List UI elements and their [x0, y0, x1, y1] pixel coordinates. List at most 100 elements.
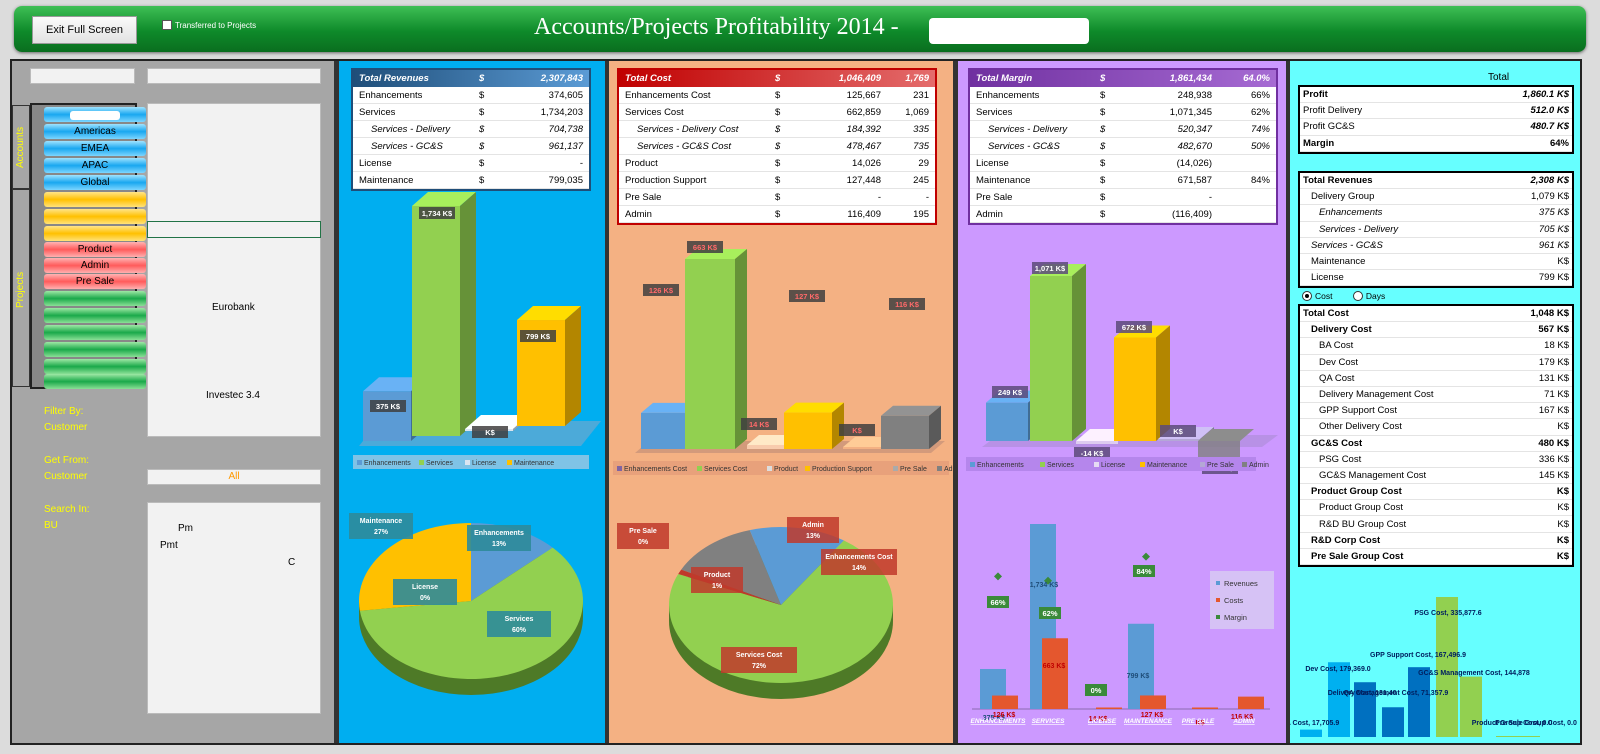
slicer-item-project-3[interactable] — [44, 226, 146, 241]
slicer-item-pre-sale[interactable]: Pre Sale — [44, 274, 146, 289]
slicer-item-project-6[interactable] — [44, 325, 146, 340]
svg-text:-14 K$: -14 K$ — [1081, 449, 1104, 458]
margin-panel: Total Margin $ 1,861,434 64.0% Enhanceme… — [958, 61, 1286, 743]
row-currency: $ — [775, 123, 781, 135]
bu-item-3[interactable]: C — [288, 557, 296, 568]
summary-total-header: Total — [1488, 72, 1510, 83]
revenue-cost-margin-chart: 66% 62% 0% 84% 375 K$ 1,734 K$ 799 K$ 126 K$ 663… — [971, 524, 1274, 727]
svg-text:14%: 14% — [852, 565, 867, 572]
svg-text:MAINTENANCE: MAINTENANCE — [1124, 718, 1173, 725]
costs-row: GC&S Management Cost 145 K$ — [1300, 468, 1572, 485]
cost-breakdown-bar-1 — [1328, 662, 1350, 737]
row-extra: 245 — [913, 174, 929, 186]
summary-label: Product Group Cost — [1319, 502, 1403, 514]
combo-margin-marker-3 — [1142, 552, 1150, 561]
combo-rev-label-1: 1,734 K$ — [1030, 582, 1059, 589]
customer-eurobank[interactable]: Eurobank — [212, 302, 255, 313]
svg-text:QA Cost, 131,40: QA Cost, 131,40 — [1343, 690, 1396, 697]
row-label: Pre Sale — [625, 191, 662, 203]
row-currency: $ — [775, 106, 781, 118]
slicer-header-accounts[interactable] — [30, 68, 135, 84]
row-value: 662,859 — [846, 106, 881, 118]
svg-text:72%: 72% — [752, 663, 767, 670]
costs-row: Delivery Cost 567 K$ — [1300, 322, 1572, 339]
customer-selected-cell[interactable] — [147, 221, 321, 238]
radio-cost[interactable]: Cost — [1302, 291, 1332, 301]
bu-item-2[interactable]: Pmt — [160, 540, 178, 551]
combo-category-3: MAINTENANCE — [1124, 718, 1173, 725]
revenue-row: Maintenance $799,035 — [353, 172, 589, 189]
slicer-header-customers[interactable] — [147, 68, 321, 84]
rev-pie-slice-1 — [359, 547, 583, 679]
slicer-item-project-8[interactable] — [44, 359, 146, 374]
checkbox-box[interactable] — [162, 20, 172, 30]
slicer-item-project-5[interactable] — [44, 308, 146, 323]
summary-label: BA Cost — [1319, 340, 1354, 352]
summary-label: Margin — [1303, 137, 1335, 149]
bu-item-1[interactable]: Pm — [178, 523, 193, 534]
filter-by-label: Filter By: — [44, 406, 84, 417]
cost-breakdown-bar-4 — [1408, 667, 1430, 737]
slicer-item-emea[interactable]: EMEA — [44, 141, 146, 156]
row-extra: 50% — [1250, 140, 1270, 152]
transferred-checkbox[interactable]: Transferred to Projects — [162, 20, 256, 30]
rev-pie-label-0: Enhancements 13% — [467, 525, 531, 551]
radio-days-dot[interactable] — [1352, 291, 1363, 301]
slicer-item-product[interactable]: Product — [44, 242, 146, 257]
row-extra: 84% — [1250, 174, 1270, 186]
summary-value: 961 K$ — [1538, 239, 1569, 251]
slicer-item-global[interactable]: Global — [44, 175, 146, 190]
costs-row: R&D Corp Cost K$ — [1300, 533, 1572, 549]
svg-text:Maintenance: Maintenance — [360, 518, 403, 525]
row-value: 961,137 — [548, 140, 583, 152]
row-currency: $ — [479, 123, 485, 135]
get-from-selector[interactable]: All — [147, 469, 321, 485]
svg-text:Maintenance: Maintenance — [1147, 462, 1187, 469]
row-extra: 1,069 — [905, 106, 929, 118]
slicer-item-admin[interactable]: Admin — [44, 258, 146, 273]
radio-days[interactable]: Days — [1352, 291, 1385, 301]
row-label: Services - Delivery — [988, 123, 1068, 135]
cost-bar-1 — [685, 249, 747, 449]
margin-bar-5 — [1198, 429, 1254, 459]
row-label: Admin — [976, 208, 1003, 220]
slicer-item-project-4[interactable] — [44, 291, 146, 306]
slicer-item-americas[interactable]: Americas — [44, 124, 146, 139]
cost-row: Product $14,026 29 — [619, 155, 935, 172]
summary-value: 179 K$ — [1538, 356, 1569, 368]
row-value: 478,467 — [846, 140, 881, 152]
row-currency: $ — [775, 208, 781, 220]
revenue-row: Enhancements $374,605 — [353, 87, 589, 104]
row-extra: 74% — [1250, 123, 1270, 135]
customer-list[interactable]: Eurobank Investec 3.4 — [147, 103, 321, 437]
projects-label: Projects — [15, 271, 26, 309]
slicer-item-account-blank[interactable] — [44, 107, 146, 122]
summary-value: K$ — [1556, 486, 1569, 498]
row-currency: $ — [1100, 157, 1106, 169]
slicer-item-project-7[interactable] — [44, 342, 146, 357]
svg-text:Costs: Costs — [1224, 596, 1243, 605]
costs-row: R&D BU Group Cost K$ — [1300, 516, 1572, 533]
revenue-row: Services - Delivery $704,738 — [353, 121, 589, 138]
slicer-item-project-9[interactable] — [44, 374, 146, 389]
row-value: (14,026) — [1176, 157, 1212, 169]
svg-text:84%: 84% — [1136, 567, 1151, 576]
revenues-row: License 799 K$ — [1300, 270, 1572, 287]
summary-label: License — [1311, 272, 1344, 284]
customer-investec[interactable]: Investec 3.4 — [206, 390, 260, 401]
bu-list[interactable]: Pm Pmt C — [147, 502, 321, 714]
revenues-row: Maintenance K$ — [1300, 254, 1572, 271]
svg-text:13%: 13% — [806, 533, 821, 540]
slicer-item-project-2[interactable] — [44, 209, 146, 224]
exit-full-screen-button[interactable]: Exit Full Screen — [32, 16, 137, 44]
svg-text:Services: Services — [426, 460, 453, 467]
slicer-item-project-1[interactable] — [44, 192, 146, 207]
radio-cost-dot[interactable] — [1302, 291, 1312, 301]
svg-text:13%: 13% — [492, 541, 507, 548]
svg-text:799 K$: 799 K$ — [526, 332, 551, 341]
summary-label: Services - Delivery — [1319, 223, 1399, 235]
rev-bar-label-1: 1,734 K$ — [419, 207, 455, 219]
svg-text:Pre Sale Group Cost, 0.0: Pre Sale Group Cost, 0.0 — [1495, 720, 1577, 727]
slicer-item-apac[interactable]: APAC — [44, 158, 146, 173]
cost-header-label: Total Cost — [625, 73, 672, 84]
